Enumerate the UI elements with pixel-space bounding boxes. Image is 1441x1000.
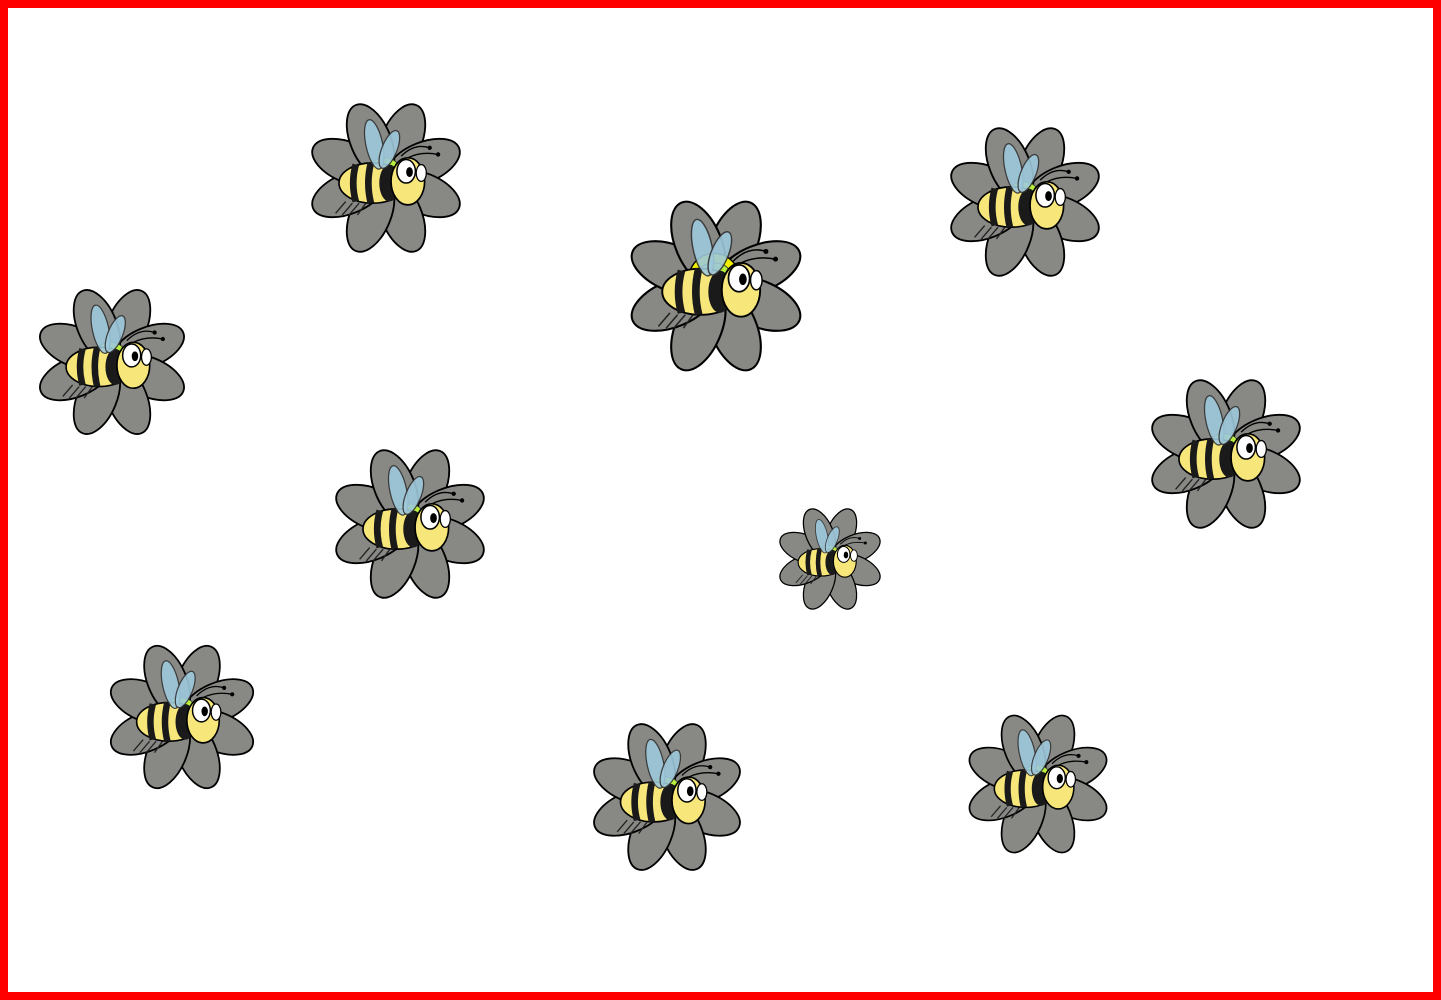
- flower-tile-1[interactable]: [302, 94, 470, 262]
- flower-tile-8[interactable]: [101, 636, 263, 798]
- flower-icon: [630, 200, 802, 372]
- bee-icon: [657, 218, 779, 329]
- bee-icon: [990, 729, 1089, 819]
- bee-icon: [335, 119, 441, 216]
- flower-icon: [39, 289, 185, 435]
- flower-icon: [311, 103, 461, 253]
- flower-tile-6[interactable]: [773, 502, 887, 616]
- flower-tile-3[interactable]: [941, 118, 1109, 286]
- bee-icon: [1175, 395, 1281, 492]
- bee-icon: [616, 738, 721, 834]
- flower-tile-4[interactable]: [30, 280, 194, 444]
- flower-tile-5[interactable]: [326, 440, 494, 608]
- flower-icon: [1151, 379, 1301, 529]
- flower-icon: [109, 644, 255, 790]
- bee-icon: [795, 519, 867, 585]
- flower-icon: [593, 723, 741, 871]
- bee-icon: [132, 660, 235, 754]
- flower-icon: [950, 127, 1100, 277]
- flower-tile-10[interactable]: [960, 706, 1116, 862]
- flower-tile-7[interactable]: [1142, 370, 1310, 538]
- flower-tile-9[interactable]: [584, 714, 750, 880]
- flower-icon: [335, 449, 485, 599]
- bee-icon: [359, 465, 465, 562]
- bee-icon: [974, 143, 1080, 240]
- flower-icon: [968, 714, 1108, 854]
- flower-icon: [779, 508, 881, 610]
- flower-tile-2[interactable]: [620, 190, 812, 382]
- bee-icon: [62, 304, 165, 399]
